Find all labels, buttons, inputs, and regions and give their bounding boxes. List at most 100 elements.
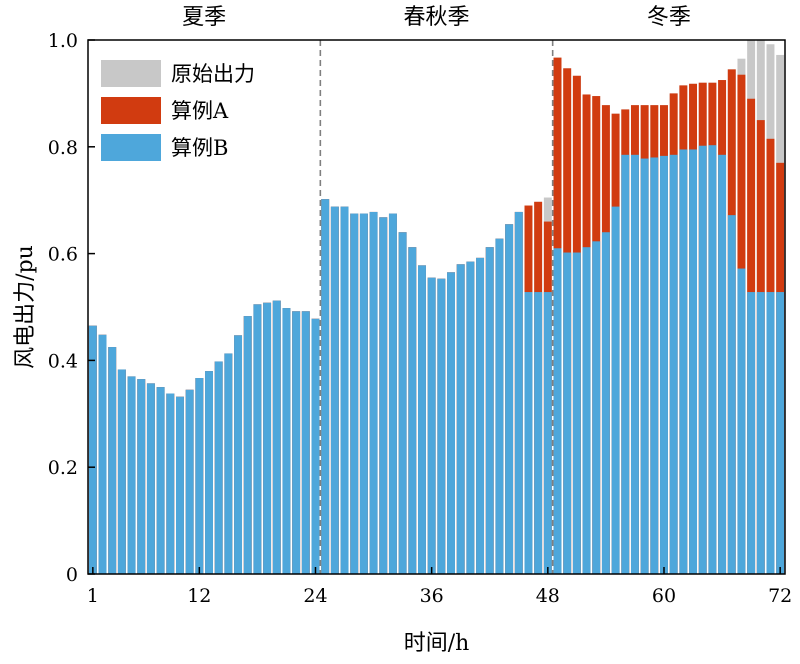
bar-case-b-28 [350, 213, 359, 575]
bar-case-b-43 [495, 238, 504, 574]
bar-case-b-37 [437, 278, 446, 574]
bar-case-b-42 [485, 247, 494, 574]
bar-case-b-15 [224, 353, 233, 574]
bar-case-b-58 [640, 158, 649, 575]
season-layer: 夏季 春秋季 冬季 [182, 5, 691, 30]
bar-case-b-13 [205, 371, 213, 574]
divider-layer [319, 40, 554, 574]
x-axis-title: 时间/h [404, 631, 470, 656]
bar-case-b-7 [146, 383, 155, 574]
tick-layer: 1 12 24 36 48 60 72 0 0.2 0.4 0.6 0.8 1.0 [48, 30, 792, 607]
bar-case-b-60 [660, 155, 668, 574]
bar-case-b-32 [388, 213, 397, 575]
bar-case-b-10 [176, 396, 184, 574]
bar-case-b-72 [776, 292, 785, 574]
bar-case-b-46 [524, 292, 533, 574]
bar-case-b-8 [156, 387, 165, 574]
bars-layer [88, 40, 785, 575]
bar-case-b-25 [321, 199, 330, 574]
bar-case-b-39 [456, 264, 465, 574]
bar-case-b-34 [408, 247, 417, 574]
bar-case-b-59 [650, 157, 659, 575]
y-tick-label-0: 0 [66, 564, 78, 586]
bar-case-b-4 [117, 369, 126, 574]
bar-case-b-41 [476, 257, 485, 574]
x-tick-label-12: 12 [187, 585, 211, 607]
legend-label-case-b: 算例B [171, 136, 228, 160]
bar-case-b-23 [301, 311, 310, 574]
bar-case-b-20 [272, 300, 281, 574]
bar-case-b-65 [708, 145, 717, 574]
bar-case-b-18 [253, 304, 262, 574]
bar-case-b-49 [553, 248, 562, 574]
x-tick-label-36: 36 [420, 585, 444, 607]
bar-case-b-70 [756, 292, 765, 574]
legend-label-case-a: 算例A [171, 99, 229, 123]
bar-case-b-64 [698, 145, 707, 575]
bar-case-b-27 [340, 206, 349, 575]
bar-case-b-36 [427, 277, 436, 574]
bar-case-b-3 [108, 347, 117, 574]
bar-case-b-57 [630, 154, 639, 574]
legend-swatch-case-b [101, 134, 161, 161]
bar-case-b-29 [359, 213, 368, 575]
bar-case-b-67 [727, 215, 736, 574]
legend-swatch-case-a [101, 97, 161, 124]
bar-case-b-71 [766, 292, 775, 574]
plot-frame [87, 39, 786, 575]
season-label-winter: 冬季 [647, 5, 691, 30]
season-label-summer: 夏季 [182, 5, 226, 30]
bar-case-b-17 [243, 316, 252, 574]
bar-case-b-6 [137, 379, 146, 574]
bar-case-b-9 [166, 393, 175, 574]
bar-case-b-14 [214, 361, 223, 574]
legend-label-original: 原始出力 [171, 62, 255, 86]
bar-case-b-45 [514, 211, 523, 574]
x-tick-label-60: 60 [652, 585, 676, 607]
bar-case-b-51 [572, 252, 581, 574]
bar-case-b-61 [669, 154, 678, 574]
bar-case-b-26 [330, 206, 339, 575]
bar-case-b-21 [282, 308, 291, 574]
x-tick-label-48: 48 [536, 585, 560, 607]
bar-case-b-35 [418, 265, 426, 574]
x-tick-label-1: 1 [87, 585, 99, 607]
bar-case-b-62 [679, 149, 688, 574]
legend-swatch-original [101, 60, 161, 87]
bar-case-b-68 [737, 268, 746, 574]
bar-case-b-16 [234, 335, 243, 574]
bar-case-b-40 [466, 261, 475, 574]
bar-case-b-48 [543, 292, 552, 574]
y-tick-label-1: 0.2 [48, 457, 78, 479]
bar-case-b-5 [127, 376, 136, 574]
bar-case-b-30 [369, 211, 378, 574]
bar-case-b-63 [689, 149, 698, 574]
y-tick-label-2: 0.4 [48, 350, 78, 372]
bar-case-b-50 [563, 252, 572, 574]
y-axis-title: 风电出力/pu [13, 245, 38, 369]
bar-case-b-55 [611, 206, 620, 575]
x-tick-label-72: 72 [768, 585, 792, 607]
season-label-spring-autumn: 春秋季 [403, 5, 469, 30]
bar-case-b-52 [582, 247, 591, 574]
y-tick-label-4: 0.8 [48, 137, 78, 159]
y-tick-label-3: 0.6 [48, 244, 78, 266]
x-tick-label-24: 24 [303, 585, 327, 607]
y-tick-label-5: 1.0 [48, 30, 78, 52]
bar-case-b-47 [534, 292, 543, 574]
bar-case-b-33 [398, 232, 407, 575]
bar-case-b-2 [98, 334, 107, 574]
bar-case-b-11 [185, 389, 194, 574]
bar-case-b-22 [292, 311, 301, 574]
bar-case-b-19 [263, 302, 272, 574]
bar-case-b-12 [195, 378, 204, 574]
bar-case-b-44 [505, 224, 514, 575]
bar-case-b-24 [311, 318, 320, 574]
bar-case-b-66 [718, 154, 727, 574]
bar-case-b-53 [592, 241, 601, 574]
bar-case-b-31 [379, 217, 388, 575]
bar-case-b-69 [747, 292, 756, 574]
